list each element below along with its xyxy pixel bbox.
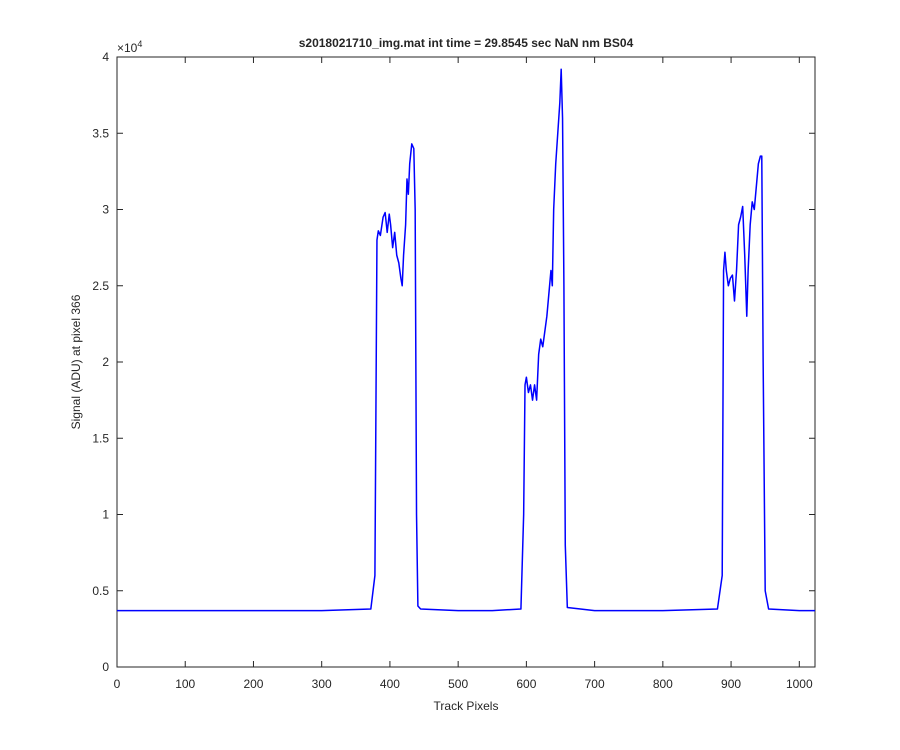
y-tick-label: 2 [102,355,109,369]
x-tick-label: 500 [448,677,468,691]
x-tick-label: 300 [312,677,332,691]
x-tick-label: 400 [380,677,400,691]
x-tick-label: 200 [243,677,263,691]
y-tick-label: 1 [102,508,109,522]
y-tick-label: 4 [102,50,109,64]
x-tick-label: 1000 [786,677,813,691]
x-axis-label: Track Pixels [434,699,499,713]
y-tick-label: 0.5 [92,584,109,598]
y-multiplier-base: ×10 [117,41,138,55]
y-tick-label: 3.5 [92,126,109,140]
x-tick-label: 600 [516,677,536,691]
plot-area [116,56,816,668]
y-axis-label: Signal (ADU) at pixel 366 [69,294,83,429]
x-tick-label: 800 [653,677,673,691]
x-tick-label: 900 [721,677,741,691]
x-tick-label: 100 [175,677,195,691]
x-tick-label: 700 [585,677,605,691]
data-line [117,68,815,612]
y-tick-label: 1.5 [92,431,109,445]
y-tick-label: 2.5 [92,279,109,293]
x-tick-label: 0 [114,677,121,691]
y-tick-label: 0 [102,660,109,674]
y-tick-label: 3 [102,203,109,217]
y-multiplier: ×104 [117,39,142,55]
y-multiplier-exp: 4 [137,39,142,49]
chart-title: s2018021710_img.mat int time = 29.8545 s… [299,36,634,50]
